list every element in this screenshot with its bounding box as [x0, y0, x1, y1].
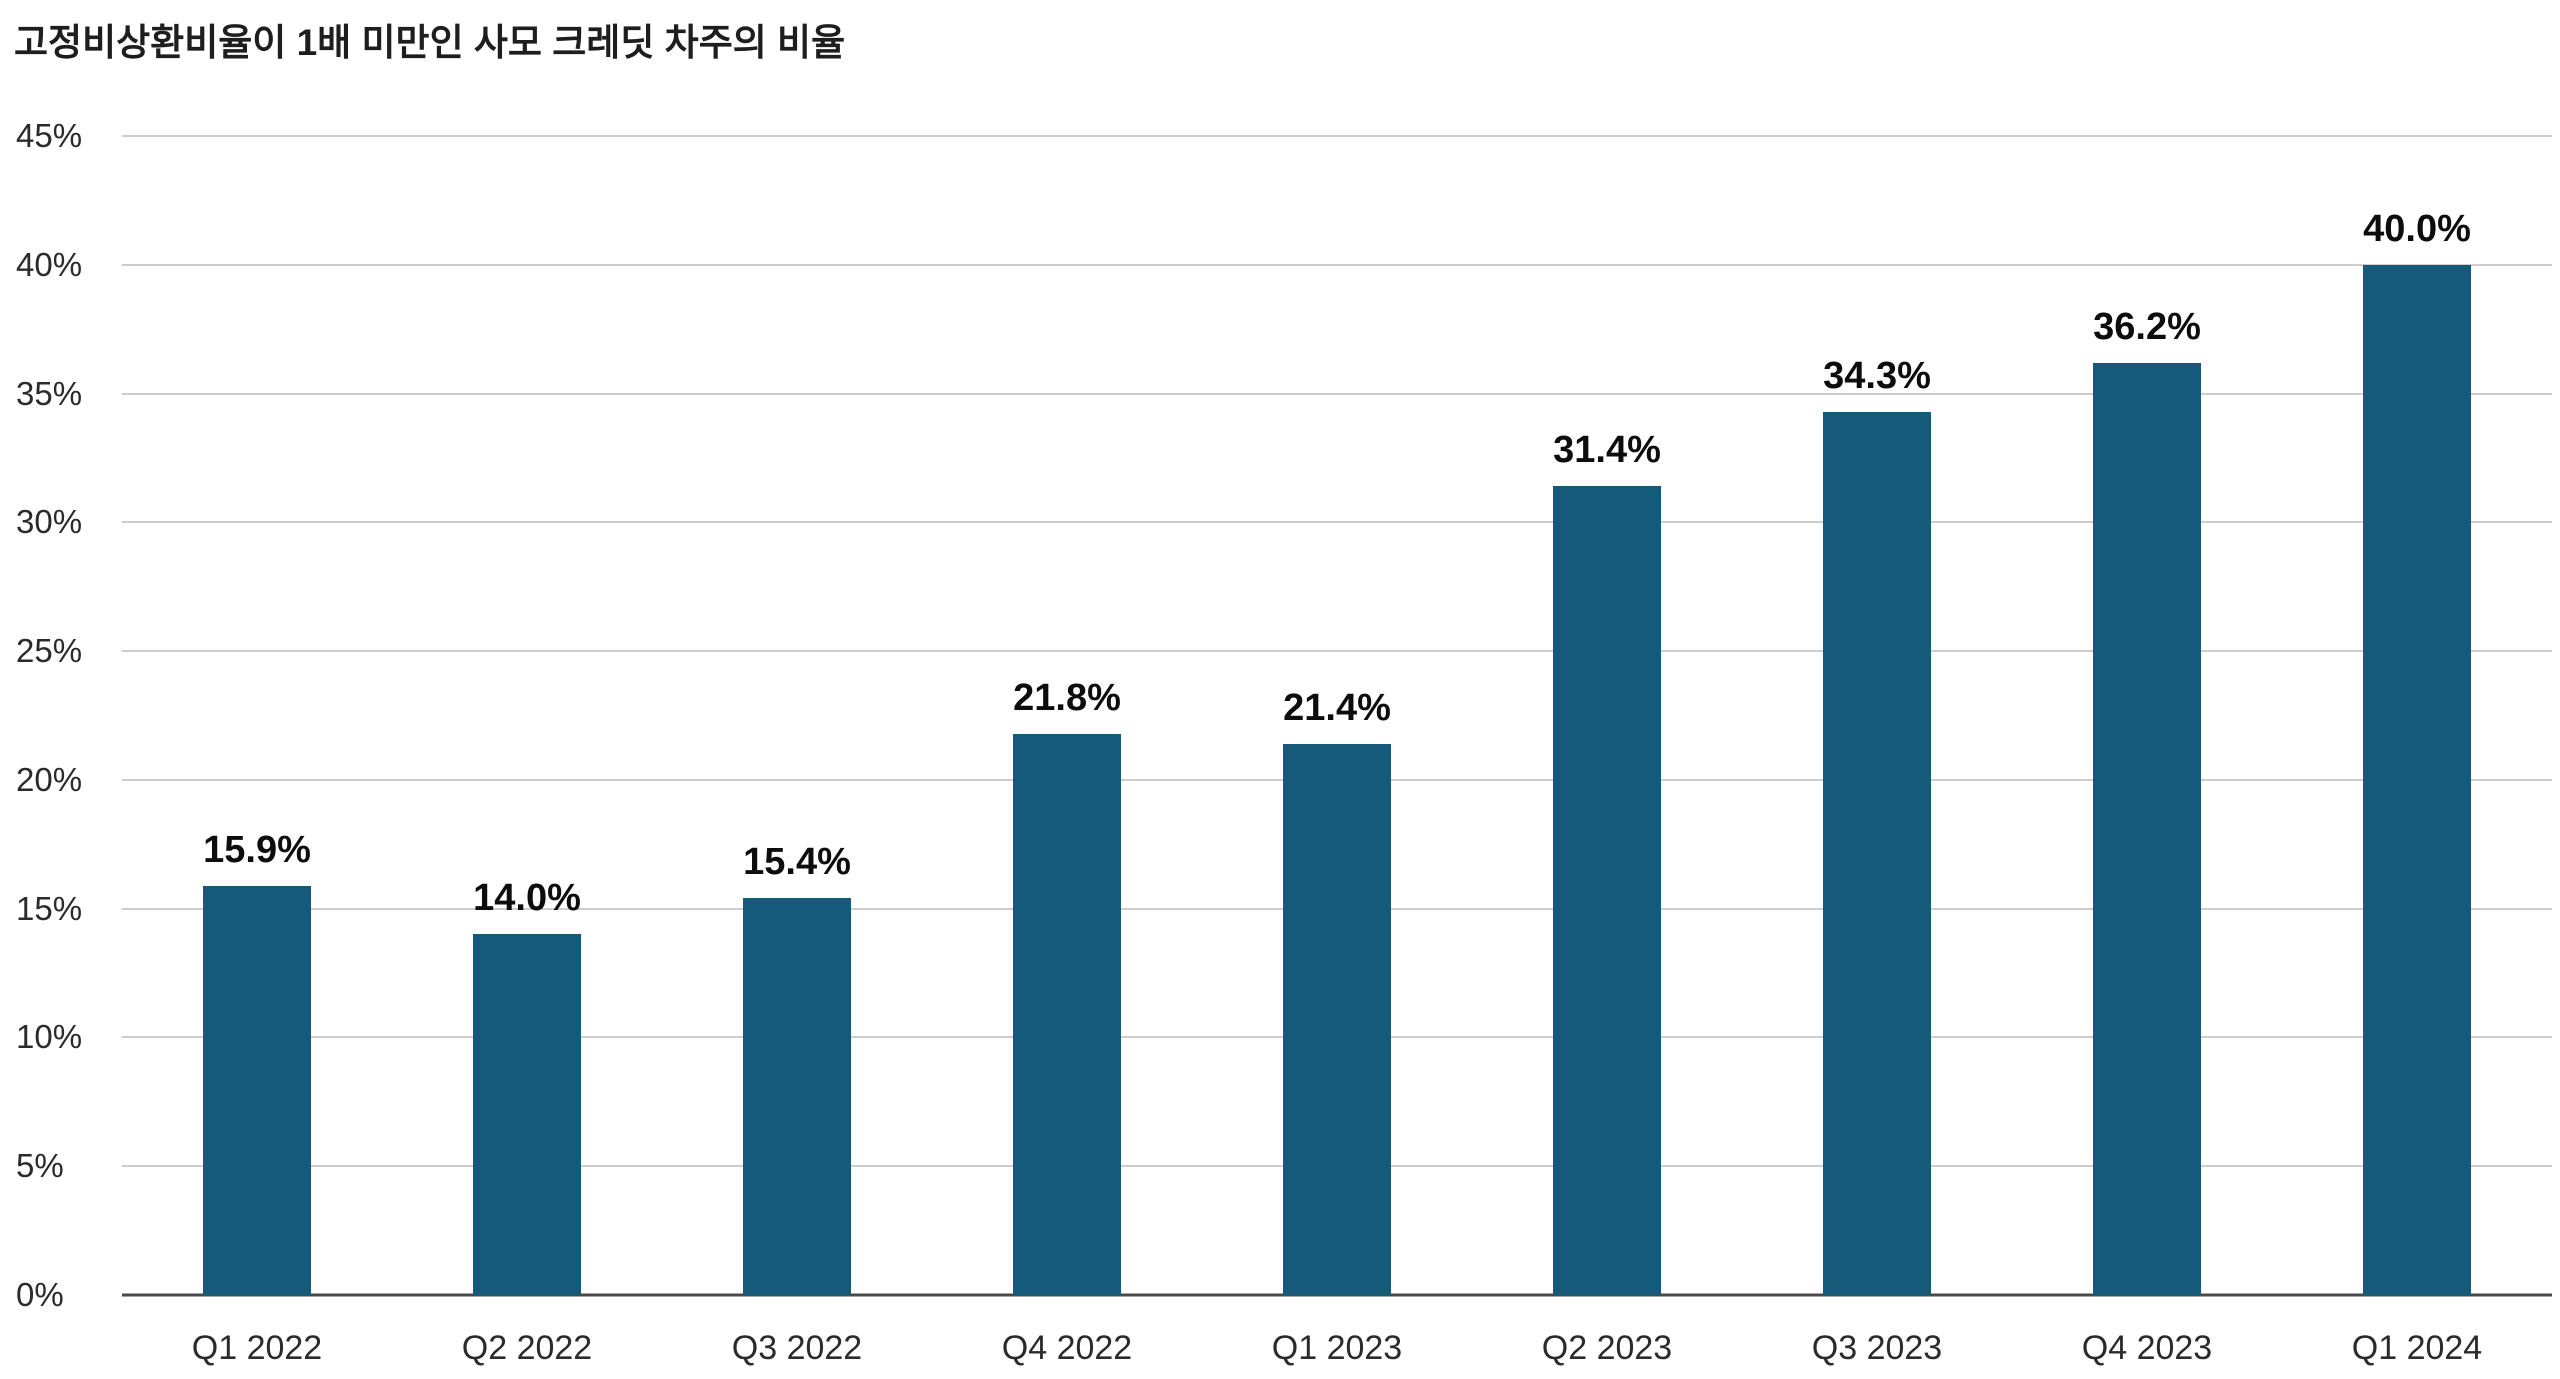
bar-value-label: 15.9%: [203, 828, 311, 871]
x-tick-label: Q2 2023: [1541, 1329, 1673, 1367]
bar-slot: 36.2%: [2012, 136, 2282, 1295]
bar-series: 15.9% 14.0% 15.4% 21.8% 21.4% 31.4% 34.3% 36.2%…: [122, 136, 2552, 1295]
bar-q4-2023: [2093, 362, 2201, 1295]
y-tick-label: 30%: [16, 503, 83, 541]
bar-value-label: 14.0%: [473, 877, 581, 920]
bar-slot: 21.4%: [1202, 136, 1472, 1295]
bar-q2-2022: [473, 934, 581, 1295]
bar-q1-2024: [2363, 264, 2471, 1295]
gridline: [122, 135, 2552, 137]
y-tick-label: 15%: [16, 889, 83, 927]
bar-slot: 31.4%: [1472, 136, 1742, 1295]
x-tick-label: Q1 2024: [2351, 1329, 2483, 1367]
bar-q4-2022: [1013, 733, 1121, 1295]
bar-value-label: 21.8%: [1013, 676, 1121, 719]
x-tick-label: Q4 2022: [1001, 1329, 1133, 1367]
bar-value-label: 40.0%: [2363, 207, 2471, 250]
bar-value-label: 21.4%: [1283, 686, 1391, 729]
bar-slot: 34.3%: [1742, 136, 2012, 1295]
bar-slot: 21.8%: [932, 136, 1202, 1295]
x-tick-label: Q2 2022: [461, 1329, 593, 1367]
gridline: [122, 393, 2552, 395]
plot-area: 15.9% 14.0% 15.4% 21.8% 21.4% 31.4% 34.3% 36.2%…: [122, 135, 2552, 1297]
y-tick-label: 25%: [16, 632, 83, 670]
y-tick-label: 40%: [16, 245, 83, 283]
y-tick-label: 20%: [16, 760, 83, 798]
x-axis: Q1 2022 Q2 2022 Q3 2022 Q4 2022 Q1 2023 Q2 20…: [122, 1295, 2552, 1368]
bar-slot: 15.4%: [662, 136, 932, 1295]
x-tick-label: Q4 2023: [2081, 1329, 2213, 1367]
bar-value-label: 34.3%: [1823, 354, 1931, 397]
bar-value-label: 15.4%: [743, 841, 851, 884]
bar-slot: 40.0%: [2282, 136, 2552, 1295]
x-tick-label: Q3 2023: [1811, 1329, 1943, 1367]
gridline: [122, 521, 2552, 523]
bar-q1-2023: [1283, 743, 1391, 1295]
gridline: [122, 650, 2552, 652]
y-tick-label: 5%: [16, 1147, 64, 1185]
y-tick-label: 45%: [16, 117, 83, 154]
y-tick-label: 10%: [16, 1018, 83, 1056]
bar-chart: 45% 40% 35% 30% 25% 20% 15% 10% 5% 0% 15.9% 14.0% 1…: [16, 117, 2552, 1313]
y-axis: 45% 40% 35% 30% 25% 20% 15% 10% 5% 0%: [16, 117, 122, 1313]
bar-q3-2022: [743, 898, 851, 1295]
x-tick-label: Q3 2022: [731, 1329, 863, 1367]
bar-value-label: 31.4%: [1553, 429, 1661, 472]
bar-q2-2023: [1553, 486, 1661, 1295]
x-tick-label: Q1 2022: [191, 1329, 323, 1367]
bar-q3-2023: [1823, 411, 1931, 1295]
x-axis-line: [122, 1293, 2552, 1297]
bar-slot: 14.0%: [392, 136, 662, 1295]
y-tick-label: 35%: [16, 374, 83, 412]
bar-slot: 15.9%: [122, 136, 392, 1295]
x-tick-label: Q1 2023: [1271, 1329, 1403, 1367]
chart-title: 고정비상환비율이 1배 미만인 사모 크레딧 차주의 비율: [14, 22, 846, 63]
bar-value-label: 36.2%: [2093, 305, 2201, 348]
y-tick-label: 0%: [16, 1276, 64, 1313]
gridline: [122, 264, 2552, 266]
bar-q1-2022: [203, 885, 311, 1295]
